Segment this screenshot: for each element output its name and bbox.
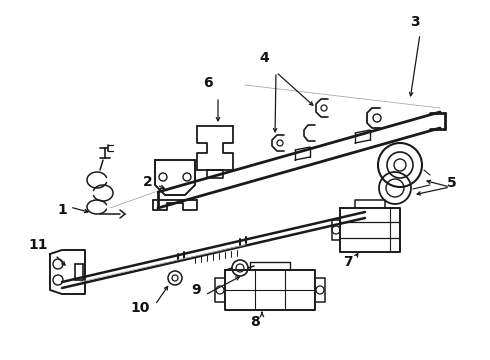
Text: 5: 5 [447,176,457,190]
Text: 11: 11 [28,238,48,252]
Text: 6: 6 [203,76,213,90]
Text: 10: 10 [130,301,149,315]
Text: 4: 4 [259,51,269,65]
Text: 8: 8 [250,315,260,329]
Text: 9: 9 [191,283,201,297]
Text: 7: 7 [343,255,353,269]
Text: 2: 2 [143,175,153,189]
Text: 3: 3 [410,15,420,29]
Text: 1: 1 [57,203,67,217]
